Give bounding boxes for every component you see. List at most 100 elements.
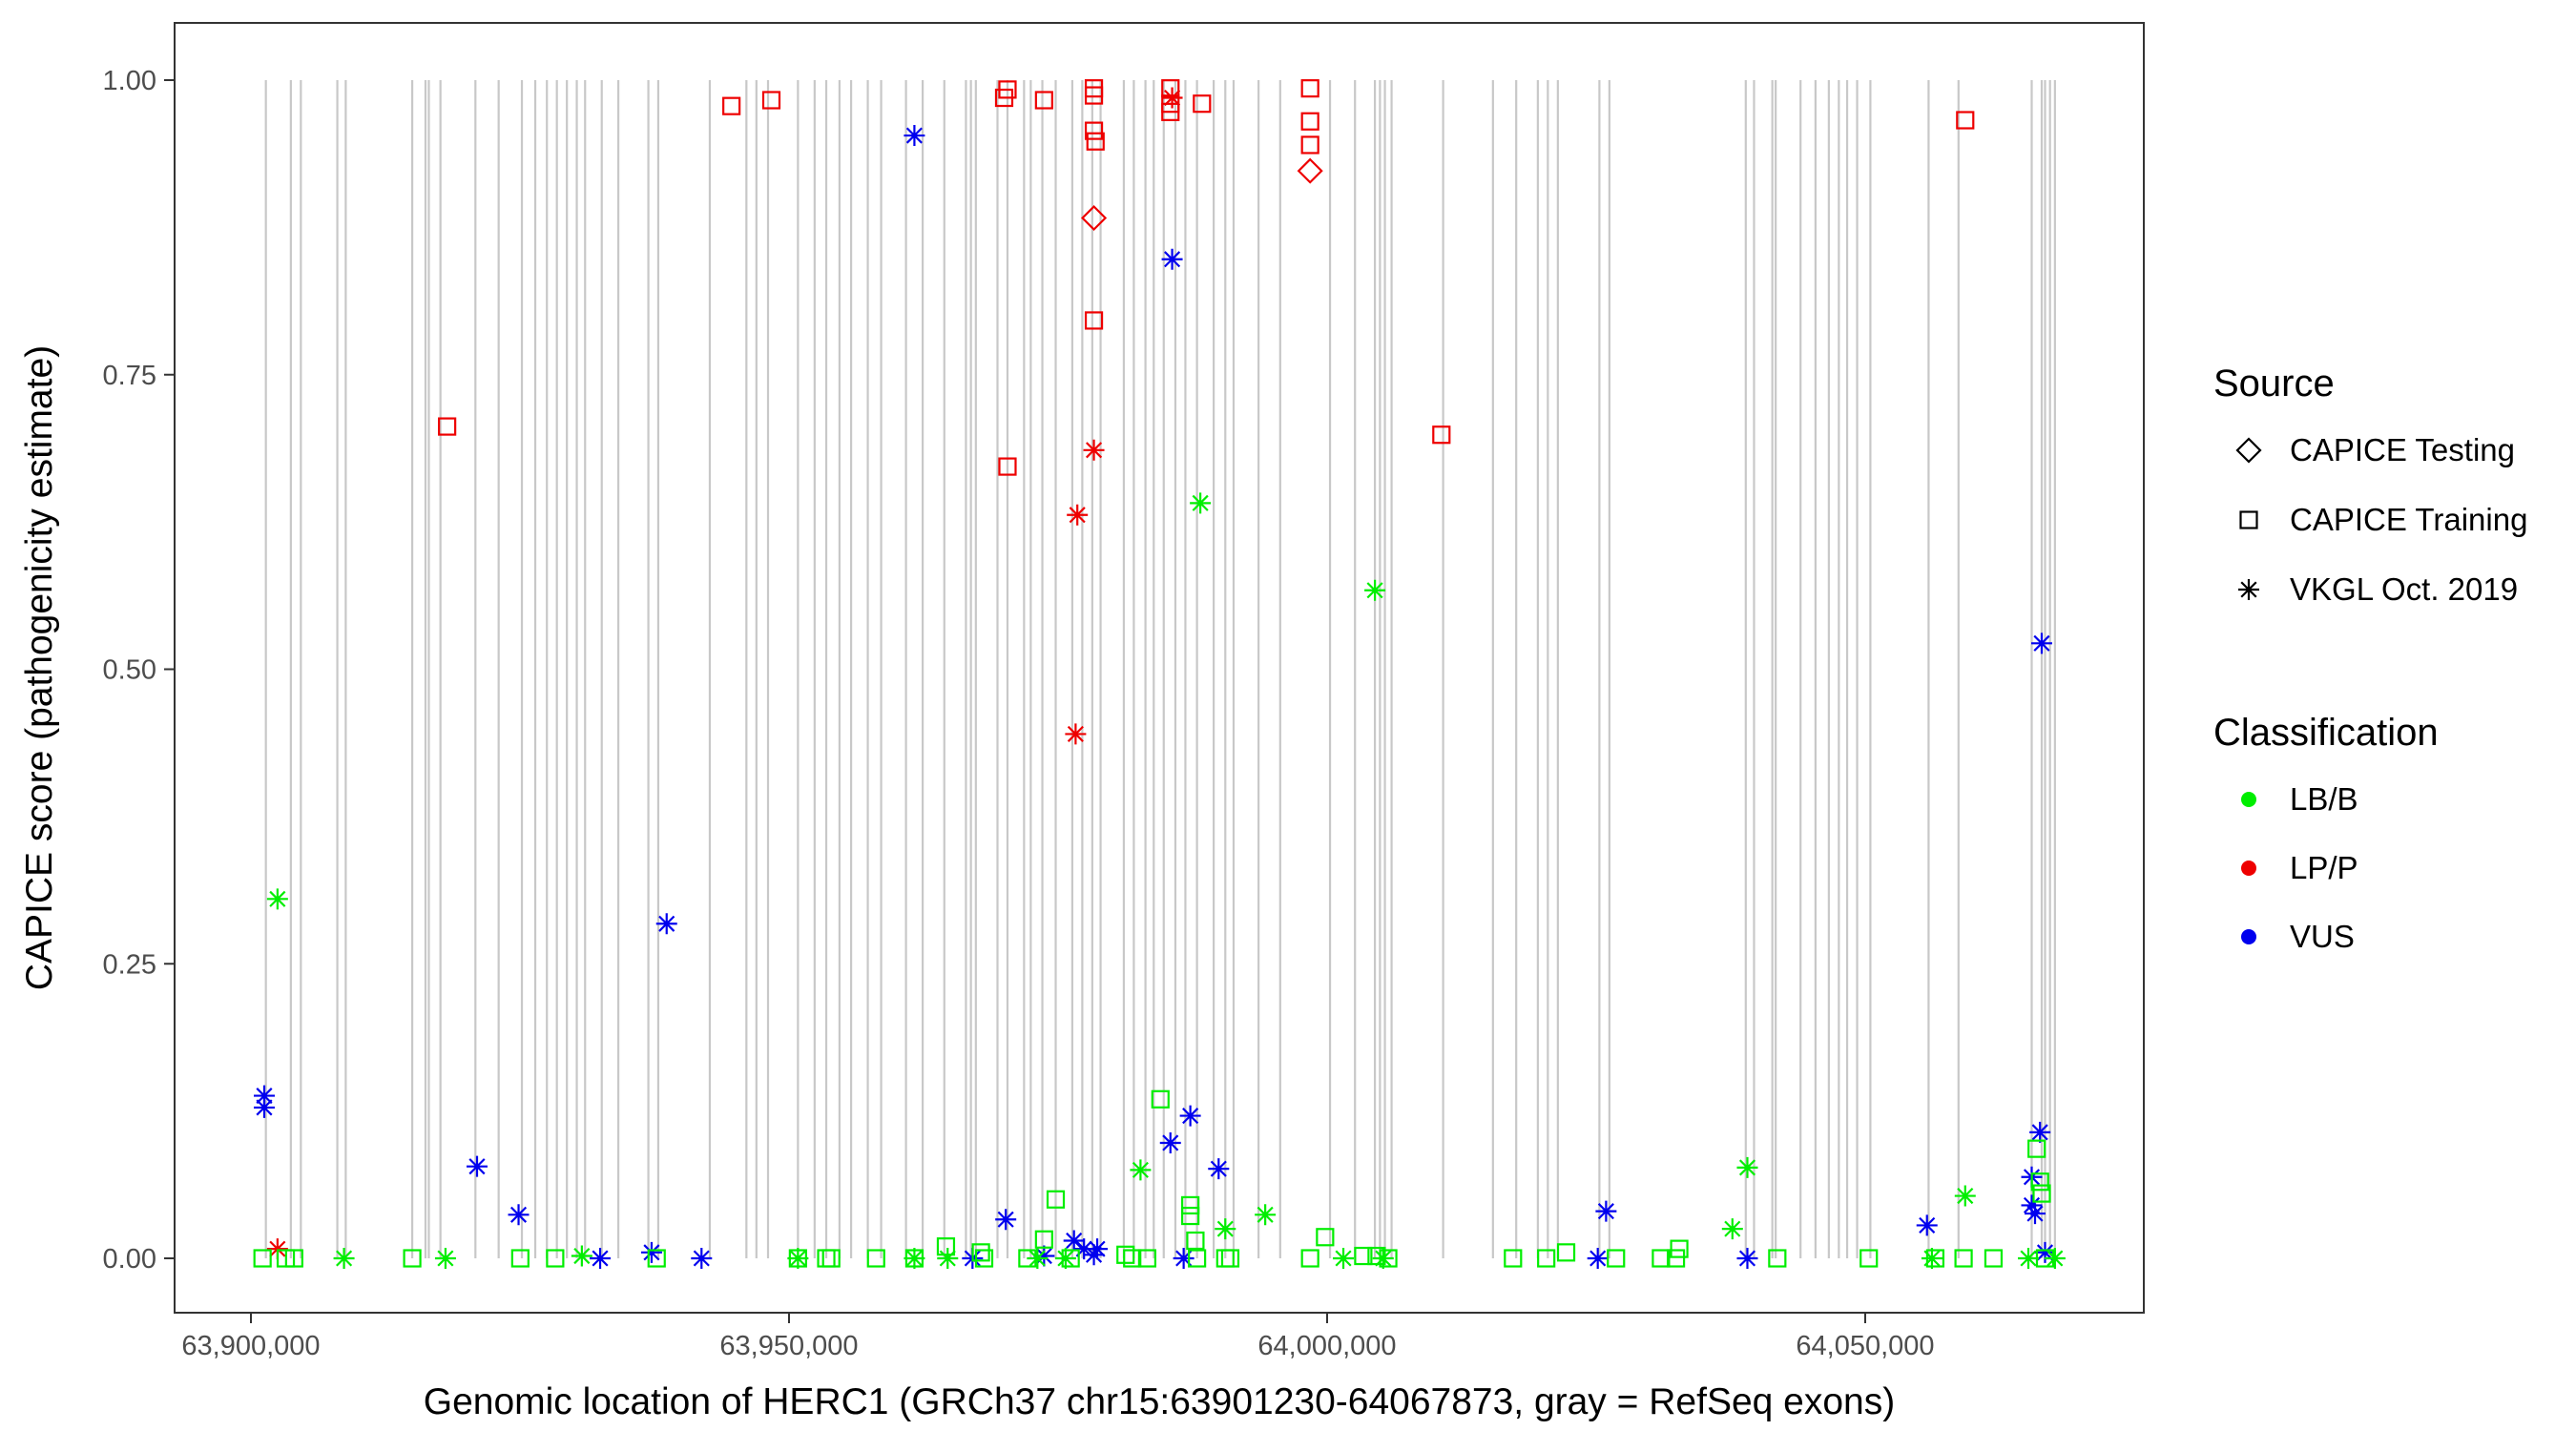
square-marker — [998, 457, 1017, 476]
data-point — [647, 1249, 666, 1268]
asterisk-marker — [1921, 1248, 1942, 1269]
plot-panel — [175, 23, 2144, 1313]
data-point — [1063, 1230, 1085, 1252]
asterisk-marker — [1255, 1204, 1277, 1226]
x-tick-label: 64,000,000 — [1257, 1331, 1396, 1361]
asterisk-marker — [995, 1209, 1017, 1231]
square-marker — [1181, 1195, 1200, 1215]
asterisk-marker — [1595, 1200, 1617, 1222]
asterisk-marker — [1954, 1185, 1976, 1207]
square-marker — [1151, 1089, 1170, 1109]
data-point — [640, 1241, 662, 1263]
asterisk-marker — [1161, 248, 1183, 270]
square-marker — [1084, 311, 1104, 330]
data-point — [1297, 157, 1323, 184]
asterisk-marker — [1161, 87, 1183, 109]
data-point — [1061, 1249, 1080, 1268]
square-marker — [403, 1249, 422, 1268]
data-points — [253, 79, 2066, 1269]
legend-source-title: Source — [2213, 363, 2335, 404]
square-marker — [1504, 1249, 1523, 1268]
square-marker — [998, 80, 1017, 99]
data-point — [1081, 204, 1108, 232]
asterisk-marker — [571, 1245, 592, 1267]
data-point — [1300, 112, 1319, 131]
data-point — [1925, 1249, 1945, 1268]
data-point — [1316, 1228, 1335, 1247]
x-tick-label: 63,950,000 — [719, 1331, 858, 1361]
y-tick-label: 1.00 — [103, 66, 156, 96]
square-marker — [1670, 1239, 1689, 1258]
data-point — [1721, 1218, 1743, 1240]
square-marker — [1768, 1249, 1787, 1268]
legend-diamond-icon — [2235, 437, 2262, 464]
square-marker — [546, 1249, 565, 1268]
data-point — [253, 1096, 275, 1118]
legend-class-title: Classification — [2213, 712, 2439, 754]
asterisk-marker — [2018, 1248, 2039, 1269]
square-marker — [1034, 91, 1053, 110]
legend-class-label: LP/P — [2290, 850, 2358, 885]
asterisk-marker — [1065, 723, 1087, 745]
asterisk-marker — [2044, 1248, 2066, 1269]
asterisk-marker — [904, 125, 925, 147]
data-point — [1161, 87, 1183, 109]
square-marker — [1432, 425, 1451, 445]
square-marker — [1666, 1249, 1686, 1268]
square-marker — [438, 417, 457, 436]
data-point — [1083, 439, 1105, 461]
data-point — [2025, 1203, 2046, 1225]
data-point — [546, 1249, 565, 1268]
square-marker — [1652, 1249, 1671, 1268]
data-point — [1367, 1246, 1386, 1266]
data-point — [1034, 91, 1053, 110]
data-point — [866, 1249, 885, 1268]
data-point — [1161, 248, 1183, 270]
data-point — [937, 1248, 959, 1269]
y-axis: 0.00 0.25 0.50 0.75 1.00 — [103, 66, 175, 1275]
data-point — [1181, 1206, 1200, 1226]
square-marker — [1537, 1249, 1556, 1268]
data-point — [1652, 1249, 1671, 1268]
data-point — [1208, 1158, 1230, 1180]
data-point — [1372, 1248, 1394, 1269]
square-marker — [1034, 1230, 1053, 1249]
asterisk-marker — [1054, 1248, 1076, 1269]
data-point — [1190, 492, 1212, 514]
asterisk-marker — [1208, 1158, 1230, 1180]
data-point — [1181, 1195, 1200, 1215]
data-point — [1084, 121, 1104, 140]
legend-class-label: VUS — [2290, 919, 2355, 954]
data-point — [1054, 1248, 1076, 1269]
x-tick-label: 63,900,000 — [181, 1331, 320, 1361]
square-marker — [904, 1249, 924, 1268]
data-point — [998, 80, 1017, 99]
legend-dot-icon — [2241, 929, 2256, 944]
data-point — [1984, 1249, 2004, 1268]
square-marker — [1084, 121, 1104, 140]
asterisk-marker — [1173, 1248, 1195, 1269]
legend-square-icon — [2239, 510, 2258, 529]
data-point — [2035, 1249, 2055, 1268]
data-point — [434, 1248, 456, 1269]
asterisk-marker — [1916, 1214, 1938, 1236]
data-point — [904, 125, 925, 147]
asterisk-marker — [1333, 1248, 1355, 1269]
asterisk-marker — [1130, 1159, 1152, 1181]
square-marker — [1954, 1249, 1973, 1268]
data-point — [253, 1249, 272, 1268]
square-marker — [1367, 1246, 1386, 1266]
data-point — [1432, 425, 1451, 445]
asterisk-marker — [1190, 492, 1212, 514]
asterisk-marker — [2030, 633, 2052, 654]
data-point — [2021, 1194, 2043, 1216]
data-point — [1220, 1249, 1240, 1268]
square-marker — [253, 1249, 272, 1268]
data-point — [1067, 504, 1089, 526]
legend-source-label: VKGL Oct. 2019 — [2290, 571, 2518, 607]
square-marker — [722, 96, 741, 115]
square-marker — [1607, 1249, 1626, 1268]
data-point — [1173, 1248, 1195, 1269]
square-marker — [971, 1243, 990, 1262]
data-point — [1300, 1249, 1319, 1268]
